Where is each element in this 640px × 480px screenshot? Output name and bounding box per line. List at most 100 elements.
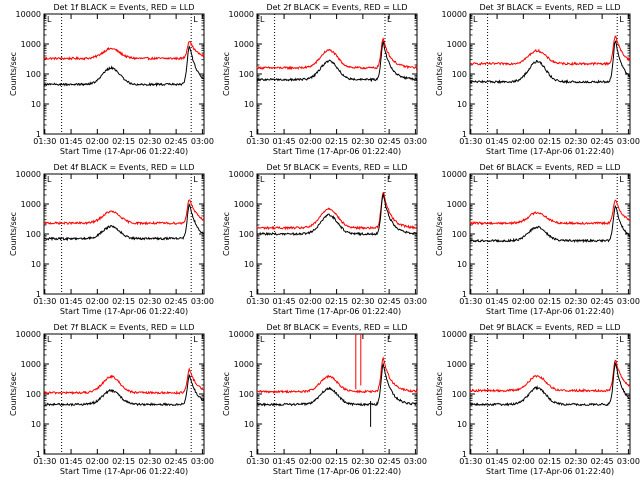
x-tick-label: 02:30 [351,297,374,306]
panel-title: Det 5f BLACK = Events, RED = LLD [266,163,407,172]
x-tick-label: 03:00 [617,137,640,146]
x-tick-label: 02:45 [591,297,614,306]
x-tick-label: 02:15 [538,457,561,466]
x-tick-label: 02:00 [299,297,322,306]
x-tick-label: 03:00 [191,137,214,146]
y-tick-label: 1000 [234,200,254,209]
x-tick-label: 02:45 [378,297,401,306]
y-tick-label: 100 [239,390,254,399]
x-tick-label: 02:00 [512,457,535,466]
x-tick-label: 03:00 [617,457,640,466]
x-tick-label: 03:00 [617,297,640,306]
events-series-line [469,204,631,244]
x-tick-label: 02:15 [325,297,348,306]
lld-series-line [43,41,205,61]
x-axis-label: Start Time (17-Apr-06 01:22:40) [60,147,188,156]
y-axis-label: Counts/sec [9,212,18,256]
flag-letter-flare: L [619,335,624,344]
y-tick-label: 10 [457,100,467,109]
y-axis-label: Counts/sec [222,52,231,96]
x-tick-label: 01:30 [459,457,482,466]
x-tick-label: 02:30 [564,457,587,466]
x-tick-label: 02:00 [299,457,322,466]
events-series-line [43,203,205,242]
lld-spike [355,334,362,390]
x-axis-label: Start Time (17-Apr-06 01:22:40) [486,147,614,156]
x-tick-label: 02:00 [512,137,535,146]
y-tick-label: 10 [31,100,41,109]
y-tick-label: 10 [244,420,254,429]
x-tick-label: 01:45 [273,457,296,466]
x-tick-label: 02:00 [86,297,109,306]
plot-frame [43,333,205,455]
y-tick-label: 10000 [16,10,41,19]
y-tick-label: 100 [26,70,41,79]
flag-letter-left: L [260,335,265,344]
x-tick-label: 03:00 [191,457,214,466]
y-tick-label: 10000 [442,10,467,19]
x-axis-label: Start Time (17-Apr-06 01:22:40) [273,147,401,156]
panel-title: Det 4f BLACK = Events, RED = LLD [53,163,194,172]
y-tick-label: 100 [26,230,41,239]
lld-series-line [256,191,418,231]
flag-letter-left: L [260,15,265,24]
y-axis-label: Counts/sec [222,212,231,256]
events-series-line [469,361,631,407]
lld-series-line [43,367,205,395]
lld-series-line [256,37,418,71]
y-tick-label: 10000 [16,330,41,339]
y-axis-label: Counts/sec [222,372,231,416]
events-series-line [43,373,205,407]
x-tick-label: 02:30 [564,137,587,146]
y-tick-label: 10 [244,260,254,269]
detector-panel-6: Det 6f BLACK = Events, RED = LLD 1 10 100 10… [435,163,640,316]
flag-letter-flare: L [193,335,198,344]
flag-letter-flare: L [387,175,392,184]
x-tick-label: 02:45 [165,457,188,466]
plot-frame [256,13,418,135]
y-tick-label: 100 [26,390,41,399]
x-tick-label: 02:00 [512,297,535,306]
x-tick-label: 02:30 [138,297,161,306]
detector-panel-1: Det 1f BLACK = Events, RED = LLD 1 10 100 10… [9,3,214,156]
x-axis-label: Start Time (17-Apr-06 01:22:40) [60,467,188,476]
y-tick-label: 10000 [229,10,254,19]
y-axis-label: Counts/sec [435,52,444,96]
x-tick-label: 01:30 [459,297,482,306]
y-tick-label: 1 [36,290,41,299]
lld-series-line [469,199,631,226]
flag-letter-flare: L [387,15,392,24]
y-tick-label: 1 [249,290,254,299]
events-series-line [256,192,418,237]
x-tick-label: 02:00 [299,137,322,146]
events-series-line [469,39,631,85]
x-axis-label: Start Time (17-Apr-06 01:22:40) [486,307,614,316]
plot-frame [43,13,205,135]
panel-title: Det 1f BLACK = Events, RED = LLD [53,3,194,12]
x-tick-label: 03:00 [404,297,427,306]
plot-frame [469,13,631,135]
y-tick-label: 1000 [21,360,41,369]
y-tick-label: 10 [244,100,254,109]
flag-letter-left: L [473,175,478,184]
lld-series-line [470,35,631,67]
x-axis-label: Start Time (17-Apr-06 01:22:40) [60,307,188,316]
x-tick-label: 02:15 [325,137,348,146]
x-tick-label: 02:30 [351,457,374,466]
detector-panel-9: Det 9f BLACK = Events, RED = LLD 1 10 100 10… [435,323,640,476]
plot-frame [43,173,205,295]
y-tick-label: 1 [36,450,41,459]
flag-letter-flare: L [619,175,624,184]
x-tick-label: 02:15 [112,297,135,306]
lld-series-line [469,359,631,393]
panel-title: Det 6f BLACK = Events, RED = LLD [479,163,620,172]
y-tick-label: 1 [249,450,254,459]
flag-letter-left: L [47,335,52,344]
panel-title: Det 7f BLACK = Events, RED = LLD [53,323,194,332]
flag-letter-left: L [47,15,52,24]
y-tick-label: 1 [36,130,41,139]
y-tick-label: 10 [457,260,467,269]
panel-title: Det 8f BLACK = Events, RED = LLD [266,323,407,332]
y-tick-label: 10000 [229,170,254,179]
x-tick-label: 02:45 [591,457,614,466]
